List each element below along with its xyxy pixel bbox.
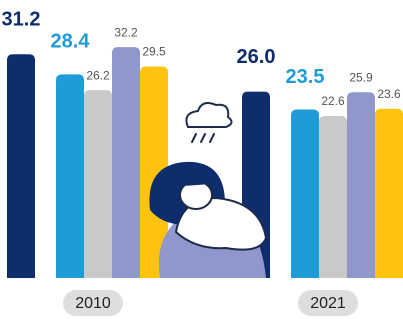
value-label: 29.5 <box>142 45 166 59</box>
chart: 31.2 26.0 28.4 23.5 26.2 22.6 32.2 25.9 29.5 23.6… <box>0 0 403 319</box>
bar <box>84 90 112 278</box>
value-label: 28.4 <box>51 31 91 53</box>
value-label: 32.2 <box>114 25 138 39</box>
bar <box>291 110 319 278</box>
bar <box>375 109 403 278</box>
value-label: 26.2 <box>86 68 110 82</box>
value-label: 25.9 <box>349 70 373 84</box>
bar <box>347 92 375 278</box>
value-label: 22.6 <box>321 94 345 108</box>
x-tick-label: 2010 <box>75 295 111 312</box>
value-label: 23.6 <box>377 87 401 101</box>
value-label: 26.0 <box>237 46 276 68</box>
bar <box>56 74 84 278</box>
bar <box>112 47 140 278</box>
value-label: 31.2 <box>2 9 41 31</box>
bar <box>7 54 35 278</box>
x-tick-label: 2021 <box>310 295 346 312</box>
bar <box>319 116 347 278</box>
value-label: 23.5 <box>286 66 325 88</box>
